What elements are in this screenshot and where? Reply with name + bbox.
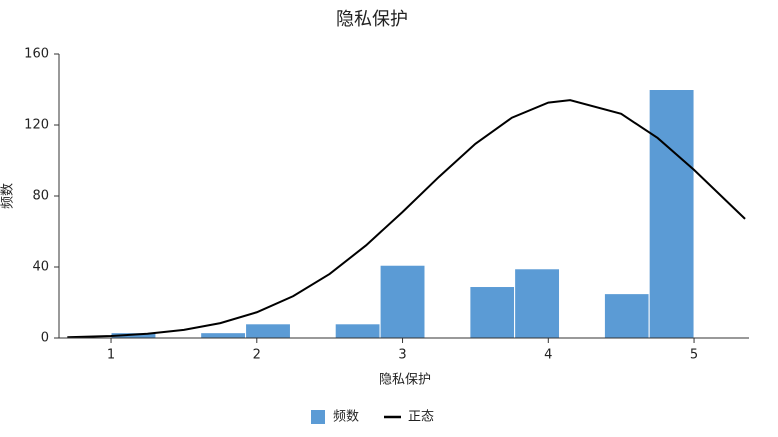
histogram-bar xyxy=(379,264,426,339)
histogram-bar xyxy=(603,293,650,339)
histogram-bar xyxy=(469,286,516,339)
x-tick-label: 3 xyxy=(398,348,406,363)
histogram-bar xyxy=(334,323,381,339)
y-tick-label: 160 xyxy=(24,47,49,62)
x-tick-label: 4 xyxy=(544,348,552,363)
histogram-bar xyxy=(514,268,561,339)
histogram-bar xyxy=(200,332,247,339)
x-tick-label: 5 xyxy=(690,348,698,363)
chart-title: 隐私保护 xyxy=(336,9,408,30)
legend-swatch xyxy=(311,410,325,424)
x-tick-label: 2 xyxy=(253,348,261,363)
y-tick-label: 0 xyxy=(41,331,49,346)
x-axis-label: 隐私保护 xyxy=(379,373,431,388)
x-tick-label: 1 xyxy=(107,348,115,363)
y-tick-label: 120 xyxy=(24,118,49,133)
y-tick-label: 80 xyxy=(32,189,49,204)
histogram-bar xyxy=(648,89,695,339)
legend-label: 频数 xyxy=(333,410,359,425)
y-axis-label: 频数 xyxy=(1,183,16,209)
histogram-bar xyxy=(245,323,291,339)
legend-label: 正态 xyxy=(408,410,434,425)
y-tick-label: 40 xyxy=(32,260,49,275)
normal-curve xyxy=(67,99,746,339)
